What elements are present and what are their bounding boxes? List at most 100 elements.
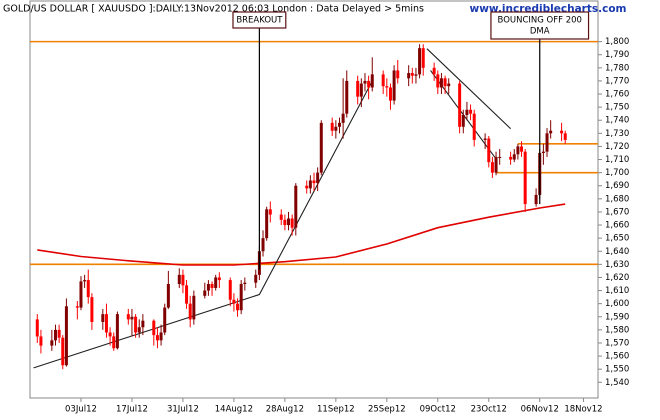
y-tick-label: 1,550 [605, 365, 629, 375]
candle-body [461, 114, 465, 127]
y-tick-label: 1,580 [605, 325, 629, 335]
candle-body [206, 284, 210, 291]
candle-body [239, 284, 243, 311]
candle-body [137, 327, 141, 333]
candle-body [108, 332, 112, 337]
x-tick-label: 03Jul12 [65, 405, 97, 415]
candle-body [523, 151, 527, 205]
candle-body [294, 185, 298, 228]
y-tick-label: 1,720 [605, 142, 629, 152]
y-tick-label: 1,740 [605, 116, 629, 126]
trendline [33, 80, 373, 369]
y-tick-label: 1,670 [605, 207, 629, 217]
y-tick-label: 1,780 [605, 63, 629, 73]
x-tick-label: 17Jul12 [116, 405, 148, 415]
candle-body [534, 194, 538, 205]
candle-body [159, 332, 163, 341]
candle-body [210, 284, 214, 288]
candle-body [152, 320, 156, 336]
x-tick-label: 23Oct12 [471, 405, 507, 415]
y-tick-label: 1,560 [605, 352, 629, 362]
y-tick-label: 1,650 [605, 234, 629, 244]
candle-body [516, 146, 520, 155]
candle-body [385, 86, 389, 88]
candle-body [392, 70, 396, 101]
candle-body [443, 78, 447, 87]
x-tick-label: 14Aug12 [215, 405, 253, 415]
candle-body [541, 151, 545, 153]
y-tick-label: 1,590 [605, 312, 629, 322]
candle-body [359, 83, 363, 97]
candle-body [334, 126, 338, 131]
candle-body [90, 297, 94, 323]
candle-body [312, 180, 316, 184]
candle-body [232, 299, 236, 304]
candle-body [50, 340, 54, 346]
candle-body [563, 133, 567, 140]
candle-body [279, 214, 283, 220]
candle-body [39, 336, 43, 346]
trendline [426, 48, 511, 130]
x-tick-label: 18Nov12 [564, 405, 602, 415]
candle-body [61, 337, 65, 366]
y-tick-label: 1,800 [605, 37, 629, 47]
candle-body [243, 282, 247, 285]
plot-frame [29, 0, 599, 399]
candle-body [363, 80, 367, 84]
candle-body [370, 74, 374, 88]
candle-body [483, 138, 487, 140]
candle-body [177, 274, 181, 285]
candle-body [130, 316, 134, 320]
candle-body [308, 180, 312, 189]
candle-body [134, 316, 138, 333]
candle-body [432, 67, 436, 75]
y-tick-label: 1,600 [605, 299, 629, 309]
chart-title: GOLD/US DOLLAR [ XAUUSDO ]:DAILY:13Nov20… [3, 4, 424, 15]
candle-body [126, 314, 130, 320]
annotation-box [490, 11, 590, 40]
candle-body [509, 156, 513, 160]
candle-body [316, 172, 320, 184]
candle-body [305, 185, 309, 189]
candle-body [407, 73, 411, 79]
candle-body [57, 329, 61, 338]
candle-body [319, 122, 323, 173]
candle-body [283, 219, 287, 226]
y-tick-label: 1,640 [605, 247, 629, 257]
y-tick-label: 1,730 [605, 129, 629, 139]
annotation-text: BREAKOUT [236, 16, 283, 26]
candle-body [469, 109, 473, 114]
candle-body [228, 280, 232, 300]
y-tick-label: 1,570 [605, 338, 629, 348]
candle-body [498, 156, 502, 158]
x-tick-label: 06Nov12 [521, 405, 559, 415]
candle-body [549, 130, 553, 134]
candle-body [512, 154, 516, 160]
x-tick-label: 28Aug12 [266, 405, 304, 415]
candle-body [545, 133, 549, 152]
y-tick-label: 1,540 [605, 378, 629, 388]
candle-body [53, 329, 57, 341]
candle-body [367, 80, 371, 88]
candle-body [418, 48, 422, 75]
candle-body [155, 335, 159, 341]
moving-average [37, 203, 566, 266]
candle-body [356, 80, 360, 97]
candle-body [217, 277, 221, 281]
candle-body [86, 280, 90, 298]
candle-body [341, 113, 345, 123]
candle-body [381, 74, 385, 87]
candle-body [290, 218, 294, 228]
annotation-text: DMA [530, 27, 550, 37]
y-tick-label: 1,660 [605, 221, 629, 231]
candle-body [79, 281, 83, 308]
annotation-text: BOUNCING OFF 200 [498, 16, 582, 26]
x-tick-label: 25Sep12 [368, 405, 406, 415]
y-tick-label: 1,680 [605, 194, 629, 204]
candle-body [265, 209, 269, 239]
x-tick-label: 09Oct12 [420, 405, 456, 415]
candle-body [192, 295, 196, 320]
y-tick-label: 1,630 [605, 260, 629, 270]
